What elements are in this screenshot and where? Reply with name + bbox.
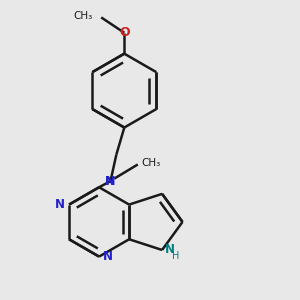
Text: N: N <box>55 198 65 211</box>
Text: O: O <box>119 26 130 39</box>
Text: N: N <box>105 175 116 188</box>
Text: CH₃: CH₃ <box>73 11 92 21</box>
Text: H: H <box>172 251 179 261</box>
Text: N: N <box>103 250 113 263</box>
Text: N: N <box>165 244 175 256</box>
Text: CH₃: CH₃ <box>142 158 161 168</box>
Text: N: N <box>105 175 116 188</box>
